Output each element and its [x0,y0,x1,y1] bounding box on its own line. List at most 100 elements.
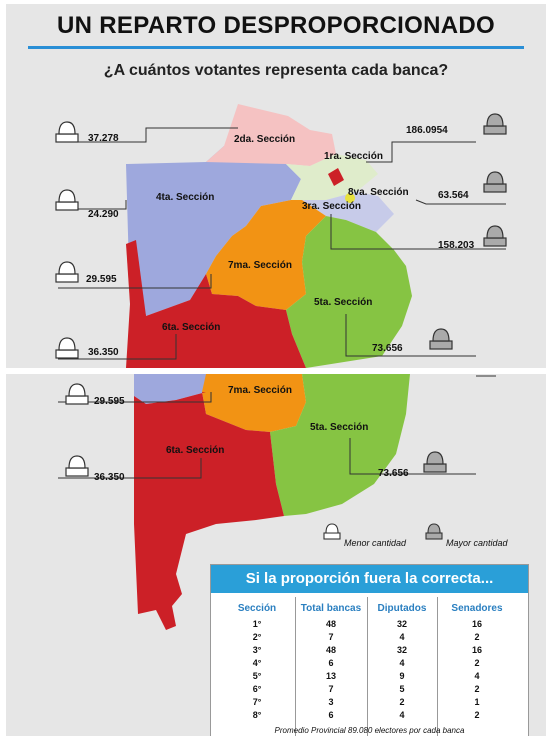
legend-min-label: Menor cantidad [344,538,407,548]
ballot-box-icon [55,189,79,211]
region-seccion-8 [345,193,355,203]
legend-min-icon [323,523,341,540]
table-cell: 4° [252,658,262,668]
column-divider [437,597,438,736]
top-infographic-panel: UN REPARTO DESPROPORCIONADO ¿A cuántos v… [6,4,546,368]
region-seccion-4 [126,146,301,316]
table-cell: 6° [252,684,262,694]
value-seccion-5: 73.656 [372,343,403,354]
ballot-box-icon [55,261,79,283]
column-header-senadores: Senadores [451,603,503,614]
table-cell: 7 [328,684,334,694]
label-seccion-8: 8va. Sección [348,187,409,198]
label-seccion-6: 6ta. Sección [162,322,221,333]
table-cell: 1° [252,619,262,629]
table-cell: 2 [474,684,480,694]
column-header-diputados: Diputados [377,603,427,614]
table-cell: 2 [474,632,480,642]
table-cell: 16 [471,645,482,655]
title-rule [28,46,524,49]
value-seccion-7: 29.595 [86,274,117,285]
bottom-infographic-panel: 7ma. Sección 5ta. Sección 6ta. Sección 2… [6,374,546,736]
value-seccion-5: 73.656 [378,468,409,479]
ballot-box-icon [65,383,89,405]
table-cell: 48 [325,619,336,629]
table-cell: 13 [325,671,336,681]
region-seccion-7 [206,200,326,310]
column-divider [367,597,368,736]
region-seccion-6 [134,374,284,630]
label-seccion-3: 3ra. Sección [302,201,361,212]
value-seccion-1: 186.0954 [406,125,448,136]
label-seccion-4: 4ta. Sección [156,192,215,203]
table-cell: 48 [325,645,336,655]
table-cell: 2 [474,658,480,668]
column-header-seccion: Sección [237,603,277,614]
table-cell: 5° [252,671,262,681]
label-seccion-5: 5ta. Sección [314,297,373,308]
value-seccion-8: 63.564 [438,190,469,201]
column-divider [295,597,296,736]
page-subtitle: ¿A cuántos votantes representa cada banc… [103,62,449,79]
table-cell: 8° [252,710,262,720]
table-cell: 4 [399,710,405,720]
label-seccion-7: 7ma. Sección [228,260,292,271]
label-seccion-6: 6ta. Sección [166,445,225,456]
table-cell: 4 [474,671,480,681]
region-seccion-6-west [126,240,146,316]
table-cell: 4 [399,632,405,642]
table-cell: 2° [252,632,262,642]
ballot-box-icon [55,337,79,359]
table-cell: 32 [396,645,407,655]
table-cell: 16 [471,619,482,629]
value-seccion-4: 24.290 [88,209,119,220]
region-seccion-2 [206,104,336,166]
ballot-box-icon [483,225,507,247]
ballot-box-icon [55,121,79,143]
table-cell: 3° [252,645,262,655]
table-cell: 2 [474,710,480,720]
table-cell: 6 [328,710,334,720]
buenos-aires-map-top [55,104,507,368]
value-seccion-3: 158.203 [438,240,475,251]
table-heading: Si la proporción fuera la correcta... [211,565,528,593]
table-cell: 2 [399,697,405,707]
legend-max-icon [425,523,443,540]
leader-lines-top [58,127,506,360]
value-seccion-2: 37.278 [88,133,119,144]
label-seccion-1: 1ra. Sección [324,151,383,162]
ballot-box-icon [483,113,507,135]
ballot-box-icon [65,455,89,477]
table-cell: 1 [474,697,480,707]
table-cell: 32 [396,619,407,629]
table-cell: 6 [328,658,334,668]
label-seccion-2: 2da. Sección [234,134,296,145]
label-seccion-7: 7ma. Sección [228,385,292,396]
table-cell: 9 [399,671,405,681]
page-title: UN REPARTO DESPROPORCIONADO [57,12,495,39]
value-seccion-6: 36.350 [88,347,119,358]
ballot-box-icon [423,451,447,473]
region-seccion-3 [302,192,394,232]
buenos-aires-map-bottom [58,374,496,630]
legend-max-label: Mayor cantidad [446,538,508,548]
label-seccion-5: 5ta. Sección [310,422,369,433]
region-seccion-5 [270,374,410,516]
table-cell: 7 [328,632,334,642]
region-seccion-7 [202,374,306,432]
table-cell: 3 [328,697,334,707]
ballot-box-icon [429,328,453,350]
table-cell: 4 [399,658,405,668]
value-seccion-7: 29.595 [94,396,125,407]
leader-lines-bottom [58,375,496,479]
column-header-total-bancas: Total bancas [300,603,362,614]
region-seccion-5 [286,216,412,368]
proportion-table-box: Si la proporción fuera la correcta... Se… [210,564,529,736]
table-footnote: Promedio Provincial 89.080 electores por… [274,726,465,735]
table-cell: 7° [252,697,262,707]
ballot-box-icon [483,171,507,193]
table-cell: 5 [399,684,405,694]
region-seccion-6 [126,244,306,368]
value-seccion-6: 36.350 [94,472,125,483]
region-conurbano-marker [328,168,344,186]
